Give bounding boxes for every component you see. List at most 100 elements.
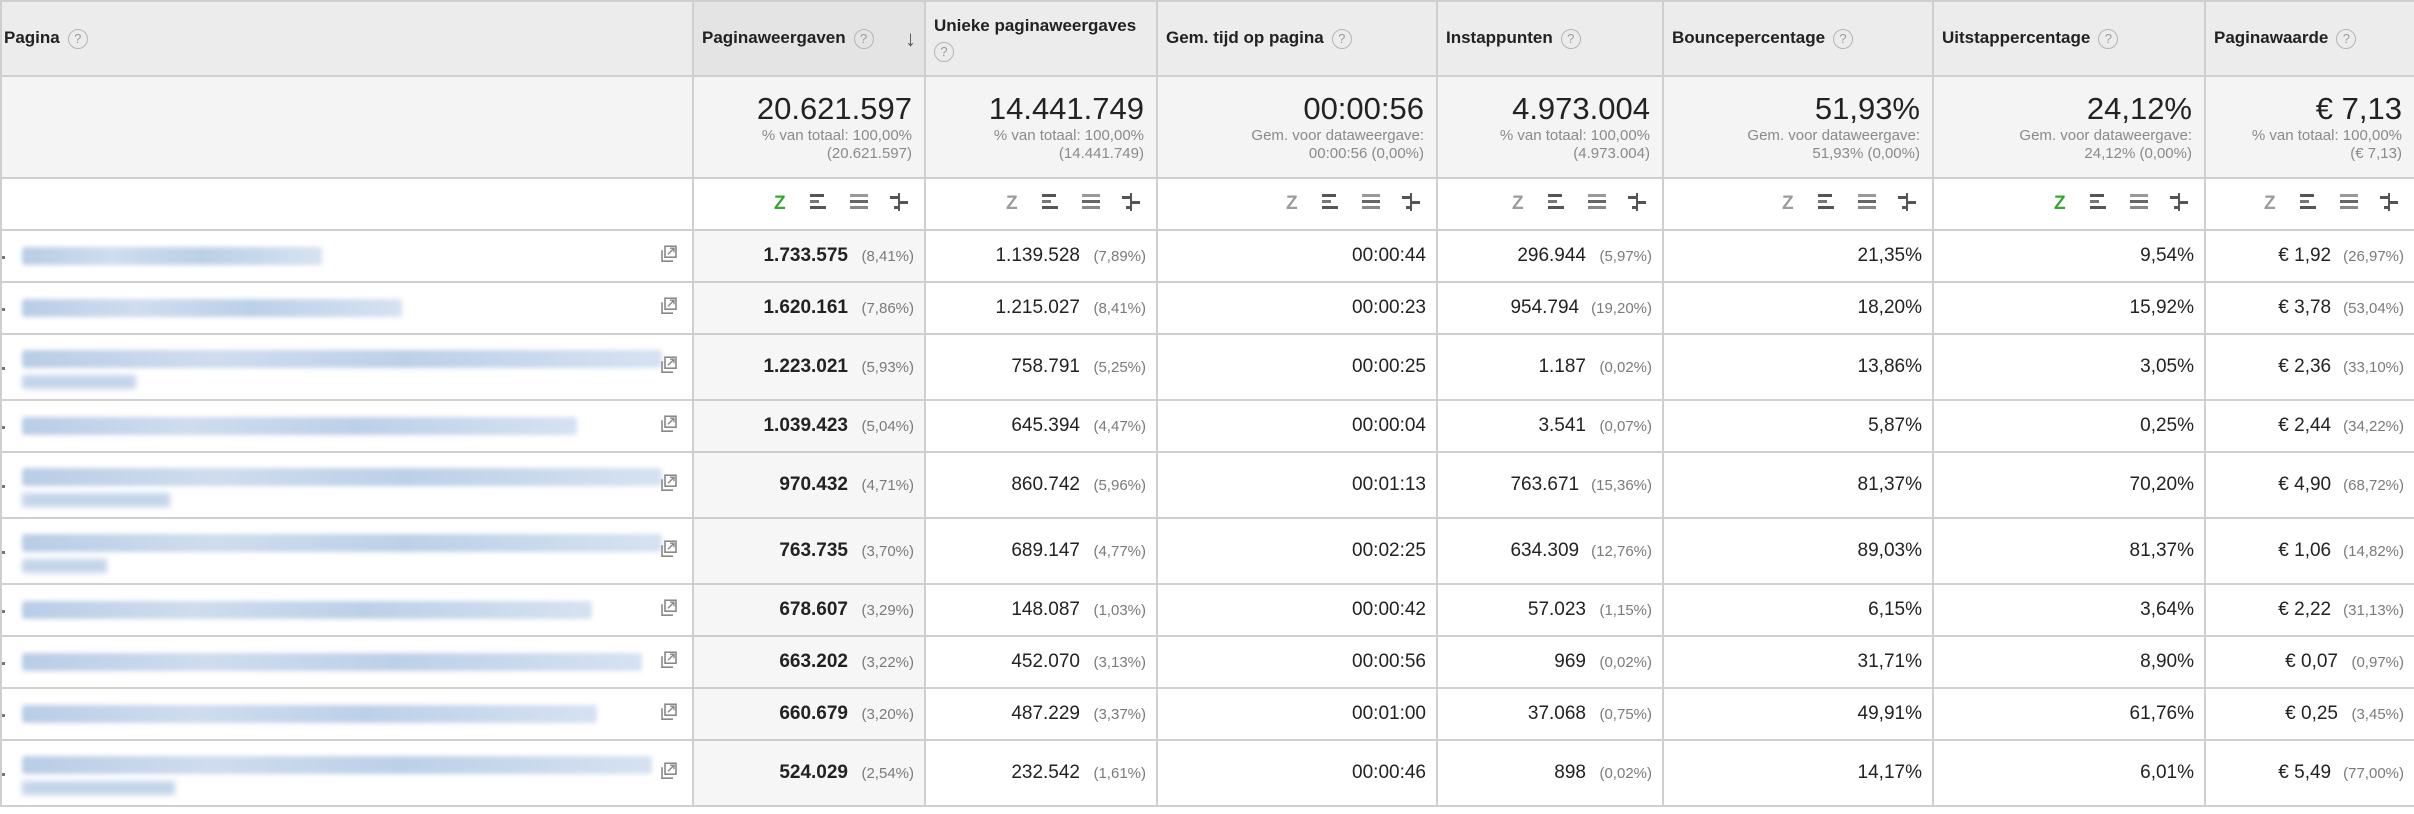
- performance-view-icon[interactable]: [2126, 191, 2154, 213]
- col-header-paginaweergaven[interactable]: Paginaweergaven? ↓: [692, 0, 926, 77]
- performance-view-icon[interactable]: [1358, 191, 1386, 213]
- page-link-redacted[interactable]: [22, 247, 322, 265]
- help-icon[interactable]: ?: [2098, 28, 2119, 49]
- metric-cell: € 2,22 (31,13%): [2204, 583, 2414, 637]
- external-link-icon[interactable]: [660, 415, 678, 433]
- col-header-paginawaarde[interactable]: Paginawaarde?: [2204, 0, 2414, 77]
- col-header-gem-tijd[interactable]: Gem. tijd op pagina?: [1156, 0, 1438, 77]
- help-icon[interactable]: ?: [1331, 28, 1352, 49]
- sort-descending-icon[interactable]: ↓: [905, 25, 916, 51]
- table-row[interactable]: 1.223.021 (5,93%) 758.791 (5,25%) 00:00:25 1.…: [0, 333, 2414, 401]
- data-view-icon[interactable]: Z: [766, 191, 794, 213]
- page-cell[interactable]: [0, 229, 694, 283]
- data-view-icon[interactable]: Z: [2256, 191, 2284, 213]
- data-view-icon[interactable]: Z: [1774, 191, 1802, 213]
- page-link-redacted[interactable]: [22, 756, 652, 775]
- comparison-view-icon[interactable]: [1118, 191, 1146, 213]
- page-cell[interactable]: [0, 739, 694, 807]
- page-link-redacted[interactable]: [22, 601, 592, 619]
- percentage-view-icon[interactable]: [1544, 191, 1572, 213]
- page-cell[interactable]: [0, 517, 694, 585]
- table-row[interactable]: 524.029 (2,54%) 232.542 (1,61%) 00:00:46 898 (…: [0, 739, 2414, 807]
- page-cell[interactable]: [0, 451, 694, 519]
- performance-view-icon[interactable]: [1584, 191, 1612, 213]
- data-view-icon[interactable]: Z: [2046, 191, 2074, 213]
- page-cell[interactable]: [0, 333, 694, 401]
- comparison-view-icon[interactable]: [886, 191, 914, 213]
- external-link-icon[interactable]: [660, 356, 678, 374]
- help-icon[interactable]: ?: [67, 28, 88, 49]
- col-header-uitstappercentage[interactable]: Uitstappercentage?: [1932, 0, 2206, 77]
- page-link-redacted[interactable]: [22, 350, 662, 369]
- external-link-icon[interactable]: [660, 474, 678, 492]
- page-link-redacted[interactable]: [22, 468, 662, 487]
- table-row[interactable]: 763.735 (3,70%) 689.147 (4,77%) 00:02:25 634.…: [0, 517, 2414, 585]
- col-header-bouncepercentage[interactable]: Bouncepercentage?: [1662, 0, 1934, 77]
- col-header-unieke-paginaweergaves[interactable]: Unieke paginaweergaves?: [924, 0, 1158, 77]
- total-sub-value: 00:00:56 (0,00%): [1308, 145, 1424, 162]
- total-sub-value: 51,93% (0,00%): [1812, 145, 1920, 162]
- viz-toggle-cell: Z: [1932, 177, 2206, 231]
- table-row[interactable]: 970.432 (4,71%) 860.742 (5,96%) 00:01:13 763.…: [0, 451, 2414, 519]
- page-cell[interactable]: [0, 399, 694, 453]
- comparison-view-icon[interactable]: [1398, 191, 1426, 213]
- page-cell[interactable]: [0, 687, 694, 741]
- table-row[interactable]: 1.620.161 (7,86%) 1.215.027 (8,41%) 00:00:23…: [0, 281, 2414, 335]
- comparison-view-icon[interactable]: [1624, 191, 1652, 213]
- page-link-redacted[interactable]: [22, 417, 577, 435]
- col-header-instappunten[interactable]: Instappunten?: [1436, 0, 1664, 77]
- metric-share: (1,15%): [1599, 602, 1652, 619]
- metric-cell: 21,35%: [1662, 229, 1934, 283]
- data-view-icon[interactable]: Z: [1504, 191, 1532, 213]
- help-icon[interactable]: ?: [1833, 28, 1854, 49]
- viz-toggle-cell: Z: [2204, 177, 2414, 231]
- external-link-icon[interactable]: [660, 762, 678, 780]
- data-view-icon[interactable]: Z: [998, 191, 1026, 213]
- col-header-label: Paginawaarde: [2214, 28, 2329, 48]
- external-link-icon[interactable]: [660, 245, 678, 263]
- metric-cell: 15,92%: [1932, 281, 2206, 335]
- metric-cell: 70,20%: [1932, 451, 2206, 519]
- percentage-view-icon[interactable]: [2086, 191, 2114, 213]
- table-row[interactable]: 663.202 (3,22%) 452.070 (3,13%) 00:00:56 969 (…: [0, 635, 2414, 689]
- table-row[interactable]: 660.679 (3,20%) 487.229 (3,37%) 00:01:00 37.0…: [0, 687, 2414, 741]
- performance-view-icon[interactable]: [846, 191, 874, 213]
- metric-value: 31,71%: [1857, 651, 1922, 672]
- external-link-icon[interactable]: [660, 297, 678, 315]
- viz-toggle-cell: Z: [1436, 177, 1664, 231]
- percentage-view-icon[interactable]: [806, 191, 834, 213]
- percentage-view-icon[interactable]: [1318, 191, 1346, 213]
- page-cell[interactable]: [0, 583, 694, 637]
- table-row[interactable]: 1.039.423 (5,04%) 645.394 (4,47%) 00:00:04 3.…: [0, 399, 2414, 453]
- performance-view-icon[interactable]: [1854, 191, 1882, 213]
- table-row[interactable]: 1.733.575 (8,41%) 1.139.528 (7,89%) 00:00:44…: [0, 229, 2414, 283]
- comparison-view-icon[interactable]: [2376, 191, 2404, 213]
- data-view-icon[interactable]: Z: [1278, 191, 1306, 213]
- help-icon[interactable]: ?: [2336, 28, 2357, 49]
- comparison-view-icon[interactable]: [1894, 191, 1922, 213]
- metric-value: 860.742: [1011, 474, 1080, 495]
- external-link-icon[interactable]: [660, 703, 678, 721]
- col-header-pagina[interactable]: Pagina?: [0, 0, 694, 77]
- page-cell[interactable]: [0, 281, 694, 335]
- external-link-icon[interactable]: [660, 540, 678, 558]
- percentage-view-icon[interactable]: [1814, 191, 1842, 213]
- page-cell[interactable]: [0, 635, 694, 689]
- percentage-view-icon[interactable]: [1038, 191, 1066, 213]
- help-icon[interactable]: ?: [1560, 28, 1581, 49]
- help-icon[interactable]: ?: [934, 42, 954, 62]
- comparison-view-icon[interactable]: [2166, 191, 2194, 213]
- page-link-redacted[interactable]: [22, 705, 597, 723]
- external-link-icon[interactable]: [660, 651, 678, 669]
- page-link-redacted[interactable]: [22, 653, 642, 671]
- performance-view-icon[interactable]: [2336, 191, 2364, 213]
- table-row[interactable]: 678.607 (3,29%) 148.087 (1,03%) 00:00:42 57.0…: [0, 583, 2414, 637]
- page-link-redacted[interactable]: [22, 299, 402, 317]
- metric-cell: 00:00:46: [1156, 739, 1438, 807]
- external-link-icon[interactable]: [660, 599, 678, 617]
- help-icon[interactable]: ?: [853, 28, 874, 49]
- percentage-view-icon[interactable]: [2296, 191, 2324, 213]
- page-link-redacted[interactable]: [22, 534, 662, 553]
- performance-view-icon[interactable]: [1078, 191, 1106, 213]
- metric-cell: 9,54%: [1932, 229, 2206, 283]
